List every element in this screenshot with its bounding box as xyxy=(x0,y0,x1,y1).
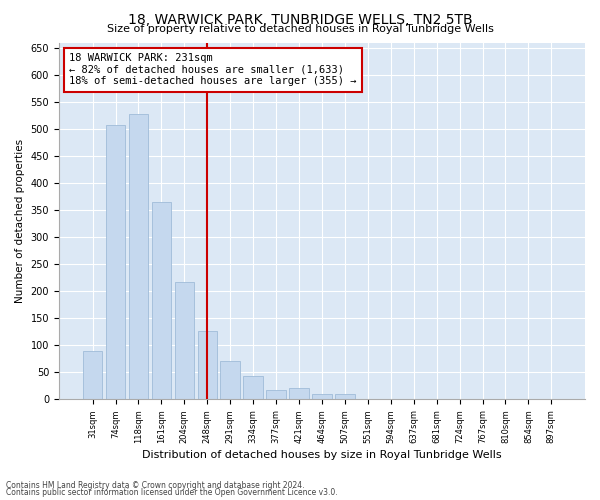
Bar xyxy=(358,399,377,400)
Bar xyxy=(106,125,125,400)
Text: Size of property relative to detached houses in Royal Tunbridge Wells: Size of property relative to detached ho… xyxy=(107,24,493,34)
Bar xyxy=(220,362,240,400)
Bar xyxy=(244,376,263,400)
Bar xyxy=(335,394,355,400)
Text: Contains public sector information licensed under the Open Government Licence v3: Contains public sector information licen… xyxy=(6,488,338,497)
Bar xyxy=(152,202,171,400)
Y-axis label: Number of detached properties: Number of detached properties xyxy=(15,139,25,303)
Bar xyxy=(542,399,561,400)
Bar xyxy=(83,350,103,400)
X-axis label: Distribution of detached houses by size in Royal Tunbridge Wells: Distribution of detached houses by size … xyxy=(142,450,502,460)
Bar xyxy=(266,390,286,400)
Bar xyxy=(312,394,332,400)
Text: 18 WARWICK PARK: 231sqm
← 82% of detached houses are smaller (1,633)
18% of semi: 18 WARWICK PARK: 231sqm ← 82% of detache… xyxy=(70,53,357,86)
Bar xyxy=(128,114,148,400)
Bar xyxy=(289,388,309,400)
Text: Contains HM Land Registry data © Crown copyright and database right 2024.: Contains HM Land Registry data © Crown c… xyxy=(6,480,305,490)
Bar xyxy=(381,399,401,400)
Bar xyxy=(175,282,194,400)
Text: 18, WARWICK PARK, TUNBRIDGE WELLS, TN2 5TB: 18, WARWICK PARK, TUNBRIDGE WELLS, TN2 5… xyxy=(128,12,472,26)
Bar xyxy=(197,330,217,400)
